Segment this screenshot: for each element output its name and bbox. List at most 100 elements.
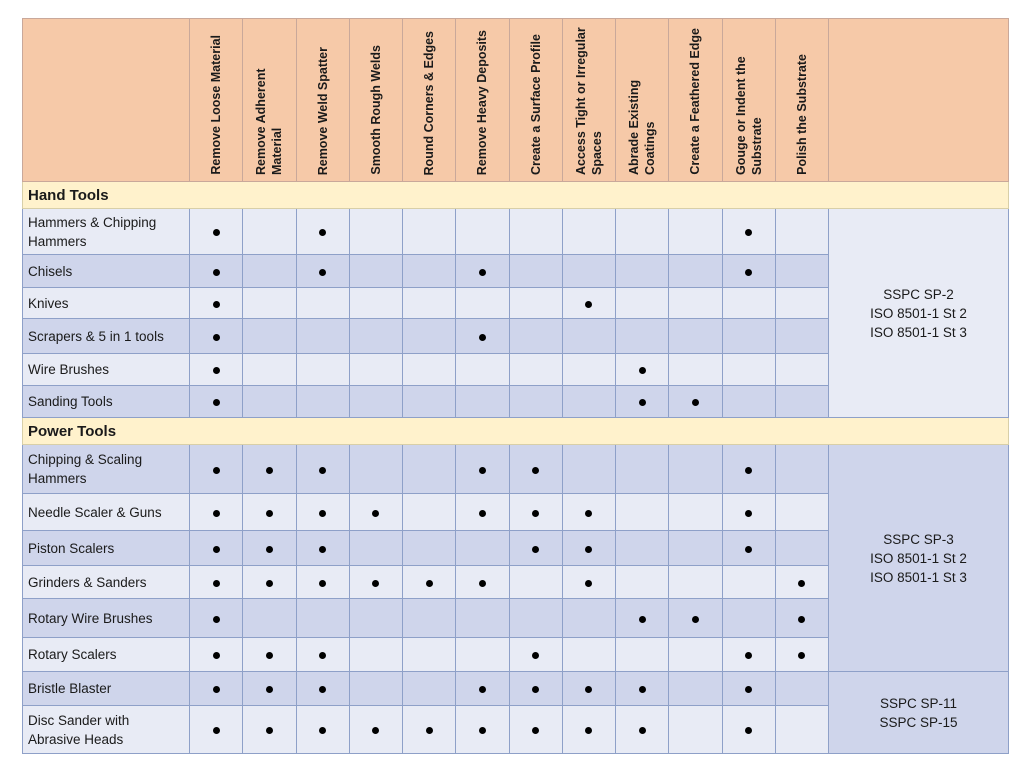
capability-cell (295, 671, 350, 706)
bullet-dot-icon (638, 727, 646, 734)
bullet-dot-icon (319, 727, 327, 734)
capability-cell (348, 530, 404, 566)
capability-cell (242, 598, 297, 638)
capability-cell (614, 318, 670, 354)
bullet-dot-icon (532, 727, 540, 734)
capability-cell (774, 565, 830, 599)
bullet-dot-icon (265, 466, 273, 474)
capability-cell (455, 444, 510, 494)
capability-cell (348, 318, 404, 354)
standards-cell: SSPC SP-2 ISO 8501-1 St 2 ISO 8501-1 St … (828, 208, 1009, 418)
bullet-dot-icon (532, 545, 540, 553)
bullet-dot-icon (212, 333, 220, 341)
capability-cell (242, 208, 297, 255)
capability-cell (508, 444, 563, 494)
capability-cell (401, 565, 457, 599)
capability-cell (561, 637, 617, 672)
capability-cell (401, 493, 457, 531)
capability-cell (721, 385, 776, 418)
capability-cell (721, 208, 776, 255)
column-header: Access Tight or Irregular Spaces (561, 18, 617, 182)
bullet-dot-icon (319, 579, 327, 587)
column-header: Gouge or Indent the Substrate (721, 18, 776, 182)
capability-cell (188, 565, 244, 599)
table-row: Piston Scalers (22, 530, 1009, 566)
capability-cell (242, 705, 297, 754)
capability-cell (721, 705, 776, 754)
bullet-dot-icon (638, 399, 646, 406)
capability-cell (348, 565, 404, 599)
tool-name: Grinders & Sanders (22, 565, 190, 599)
capability-cell (614, 444, 670, 494)
bullet-dot-icon (478, 509, 486, 517)
capability-cell (242, 565, 297, 599)
table-row: Needle Scaler & Guns (22, 493, 1009, 531)
capability-cell (774, 353, 830, 386)
tool-name: Chisels (22, 254, 190, 288)
capability-cell (561, 318, 617, 354)
capability-cell (614, 530, 670, 566)
capability-cell (614, 287, 670, 319)
tool-name: Disc Sander with Abrasive Heads (22, 705, 190, 754)
capability-cell (614, 637, 670, 672)
bullet-dot-icon (532, 652, 540, 659)
bullet-dot-icon (585, 579, 593, 587)
capability-cell (455, 318, 510, 354)
capability-cell (721, 530, 776, 566)
capability-cell (721, 637, 776, 672)
bullet-dot-icon (212, 229, 220, 236)
bullet-dot-icon (585, 727, 593, 734)
capability-cell (188, 208, 244, 255)
capability-cell (455, 705, 510, 754)
table-row: Rotary Wire Brushes (22, 598, 1009, 638)
capability-cell (188, 493, 244, 531)
column-header: Remove Loose Material (188, 18, 244, 182)
capability-cell (295, 353, 350, 386)
column-header: Abrade Existing Coatings (614, 18, 670, 182)
bullet-dot-icon (425, 579, 433, 587)
capability-cell (774, 208, 830, 255)
capability-cell (401, 598, 457, 638)
capability-cell (348, 254, 404, 288)
table-row: Chipping & Scaling Hammers SSPC SP-3 ISO … (22, 444, 1009, 672)
capability-cell (668, 254, 723, 288)
column-header: Create a Surface Profile (508, 18, 563, 182)
capability-cell (614, 385, 670, 418)
bullet-dot-icon (372, 727, 380, 734)
capability-cell (295, 705, 350, 754)
capability-cell (401, 208, 457, 255)
bullet-dot-icon (265, 509, 273, 517)
bullet-dot-icon (798, 652, 806, 659)
column-header: Create a Feathered Edge (668, 18, 723, 182)
bullet-dot-icon (745, 545, 753, 553)
capability-cell (401, 530, 457, 566)
capability-cell (242, 444, 297, 494)
capability-cell (614, 254, 670, 288)
capability-cell (242, 318, 297, 354)
capability-cell (774, 385, 830, 418)
bullet-dot-icon (691, 399, 699, 406)
capability-cell (614, 353, 670, 386)
section-title: Power Tools (22, 417, 1009, 445)
standards-cell: SSPC SP-3 ISO 8501-1 St 2 ISO 8501-1 St … (828, 444, 1009, 672)
bullet-dot-icon (212, 399, 220, 406)
capability-cell (668, 385, 723, 418)
capability-cell (508, 353, 563, 386)
bullet-dot-icon (745, 229, 753, 236)
bullet-dot-icon (585, 300, 593, 308)
capability-cell (348, 598, 404, 638)
tool-name: Piston Scalers (22, 530, 190, 566)
bullet-dot-icon (265, 727, 273, 734)
capability-cell (668, 287, 723, 319)
bullet-dot-icon (798, 579, 806, 587)
capability-cell (188, 353, 244, 386)
capability-cell (348, 208, 404, 255)
table-row: Bristle Blaster SSPC SP-11 SSPC SP-15 (22, 671, 1009, 754)
capability-cell (721, 598, 776, 638)
bullet-dot-icon (212, 652, 220, 659)
capability-cell (721, 493, 776, 531)
capability-cell (774, 318, 830, 354)
bullet-dot-icon (265, 579, 273, 587)
table-row: Disc Sander with Abrasive Heads (22, 705, 1009, 754)
capability-cell (721, 318, 776, 354)
